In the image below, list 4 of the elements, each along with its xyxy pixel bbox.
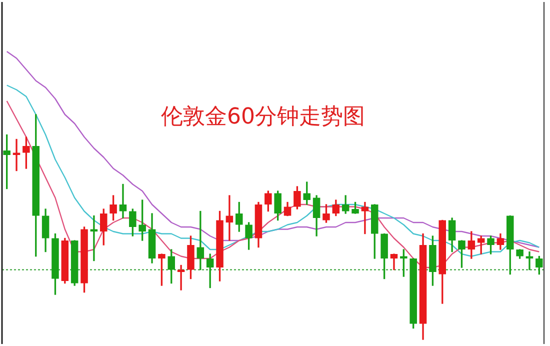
candlestick xyxy=(226,195,234,241)
chart-title: 伦敦金60分钟走势图 xyxy=(161,104,365,130)
candlestick xyxy=(361,202,369,234)
candlestick xyxy=(119,184,127,218)
